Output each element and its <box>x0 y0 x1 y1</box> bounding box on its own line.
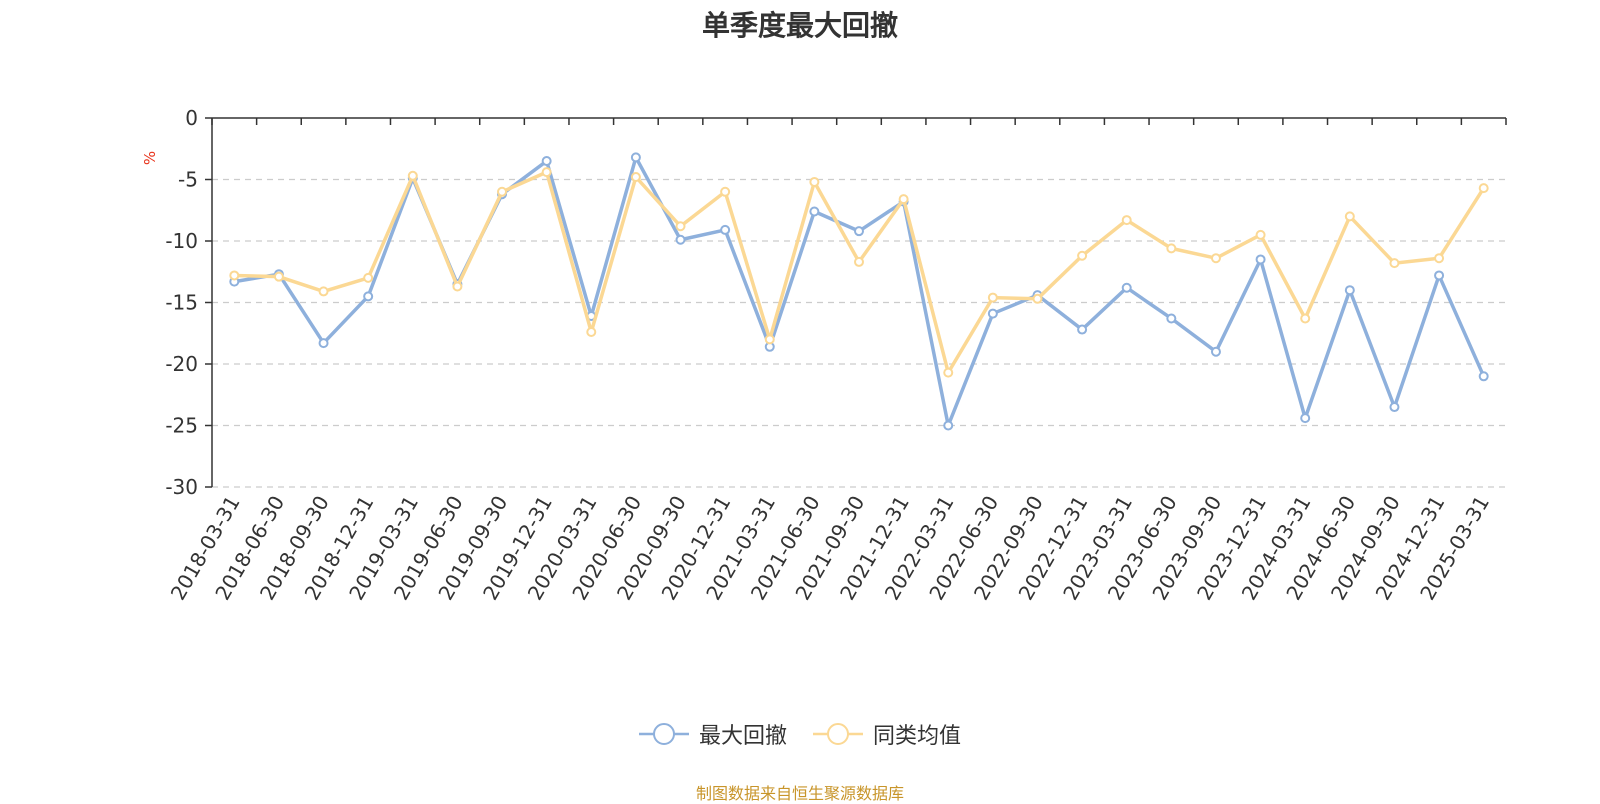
data-point <box>1166 313 1177 324</box>
legend-marker-icon <box>813 723 863 745</box>
series-line <box>234 170 1486 375</box>
data-point <box>720 224 731 235</box>
legend-marker-icon <box>638 723 689 745</box>
legend: 最大回撤 同类均值 <box>0 718 1600 750</box>
y-tick-label: -30 <box>165 475 198 499</box>
data-point <box>1300 313 1311 324</box>
data-point <box>764 334 775 345</box>
legend-label: 同类均值 <box>873 724 962 749</box>
data-point <box>1255 254 1266 265</box>
data-point <box>675 234 686 245</box>
data-point <box>363 272 374 283</box>
data-point <box>541 156 552 167</box>
data-point <box>541 167 552 178</box>
y-tick-label: -20 <box>165 352 198 376</box>
data-point <box>809 206 820 217</box>
data-point <box>675 221 686 232</box>
chart-title: 单季度最大回撤 <box>701 9 898 42</box>
axes: 0-5-10-15-20-25-302018-03-312018-06-3020… <box>165 106 1507 604</box>
data-point <box>1255 229 1266 240</box>
data-point <box>1032 293 1043 304</box>
data-point <box>1300 413 1311 424</box>
data-point <box>318 286 329 297</box>
data-point <box>854 226 864 237</box>
data-point <box>1434 253 1445 264</box>
y-tick-label: -10 <box>165 229 198 253</box>
data-point <box>318 338 329 349</box>
legend-item[interactable]: 最大回撤 <box>638 718 787 750</box>
legend-label: 最大回撤 <box>698 724 787 749</box>
y-tick-label: 0 <box>185 106 198 130</box>
data-point <box>1166 243 1177 254</box>
series <box>229 152 1489 431</box>
data-point <box>1389 258 1400 269</box>
legend-item[interactable]: 同类均值 <box>813 718 961 750</box>
y-tick-label: -15 <box>165 291 198 315</box>
gridlines <box>212 178 1506 488</box>
data-point <box>1389 402 1400 413</box>
data-point <box>987 308 998 319</box>
data-point <box>1344 285 1355 296</box>
data-point <box>1210 346 1221 357</box>
data-point <box>1344 211 1355 222</box>
data-point <box>1478 183 1489 194</box>
data-point <box>1434 270 1445 281</box>
data-point <box>630 172 641 183</box>
data-point <box>630 152 641 163</box>
data-point <box>898 194 909 205</box>
source-note: 制图数据来自恒生聚源数据库 <box>695 784 904 803</box>
y-axis-unit-label: % <box>141 151 159 165</box>
data-point <box>273 271 284 282</box>
data-point <box>1077 250 1088 261</box>
y-tick-label: -25 <box>165 414 198 438</box>
data-point <box>1077 324 1088 335</box>
data-point <box>586 327 597 338</box>
data-point <box>497 186 508 197</box>
data-point <box>809 176 820 187</box>
data-point <box>229 270 240 281</box>
data-point <box>452 281 463 292</box>
data-point <box>854 256 864 267</box>
data-point <box>1121 215 1132 226</box>
data-point <box>720 186 731 197</box>
data-point <box>943 420 954 431</box>
data-point <box>363 291 374 302</box>
y-tick-label: -5 <box>178 168 198 192</box>
data-point <box>407 170 418 181</box>
data-point <box>1210 253 1221 264</box>
data-point <box>987 292 998 303</box>
data-point <box>1121 282 1132 293</box>
data-point <box>1478 371 1489 382</box>
data-point <box>943 367 954 378</box>
